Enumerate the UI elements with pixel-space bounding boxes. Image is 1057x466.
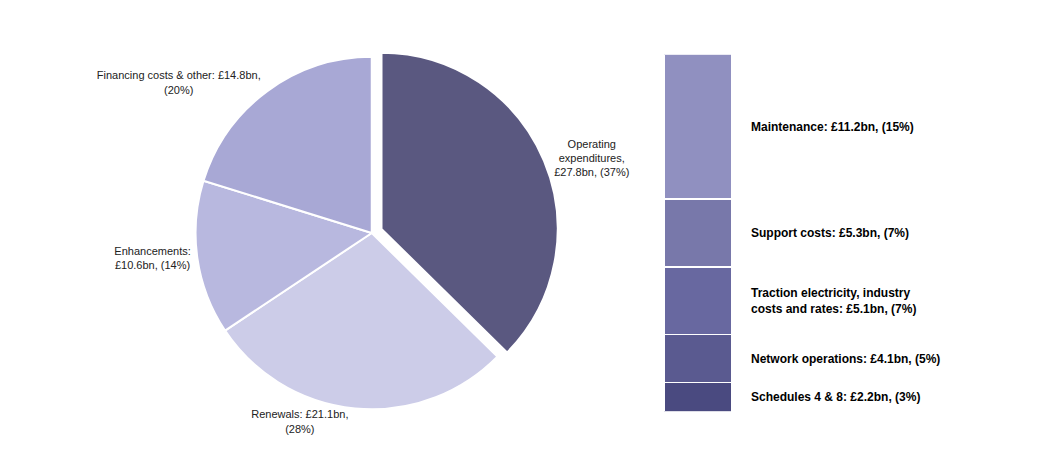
svg-text:Traction electricity, industry: Traction electricity, industrycosts and … <box>751 286 916 316</box>
svg-text:Schedules 4 & 8: £2.2bn, (3%): Schedules 4 & 8: £2.2bn, (3%) <box>751 390 920 404</box>
svg-text:Support costs: £5.3bn, (7%): Support costs: £5.3bn, (7%) <box>751 226 909 240</box>
svg-text:Financing costs & other: £14.8: Financing costs & other: £14.8bn,(20%) <box>97 69 261 95</box>
svg-text:Enhancements:£10.6bn, (14%): Enhancements:£10.6bn, (14%) <box>114 245 190 271</box>
svg-text:Network operations: £4.1bn, (5: Network operations: £4.1bn, (5%) <box>751 352 940 366</box>
svg-text:Renewals: £21.1bn,(28%): Renewals: £21.1bn,(28%) <box>251 408 348 434</box>
svg-text:Maintenance: £11.2bn, (15%): Maintenance: £11.2bn, (15%) <box>751 120 914 134</box>
svg-text:Operatingexpenditures,£27.8bn,: Operatingexpenditures,£27.8bn, (37%) <box>554 138 629 179</box>
